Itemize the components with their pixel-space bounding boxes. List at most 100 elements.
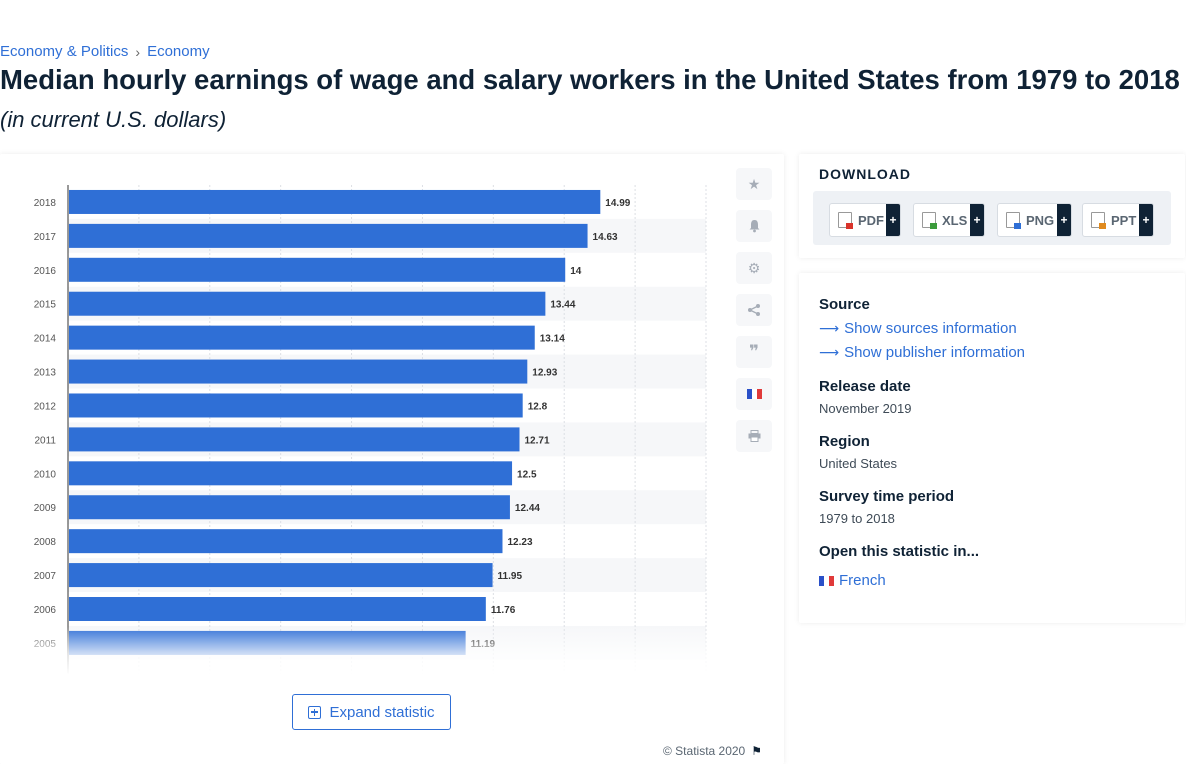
tick-label: 2017 xyxy=(34,232,57,243)
expand-statistic-button[interactable]: Expand statistic xyxy=(292,694,451,730)
flag-fr-icon xyxy=(746,389,762,399)
chart-toolbar: ★ ⚙ ❞ xyxy=(736,168,772,462)
bar xyxy=(69,563,493,588)
settings-button[interactable]: ⚙ xyxy=(736,252,772,284)
print-button[interactable] xyxy=(736,420,772,452)
breadcrumb-separator: › xyxy=(135,43,141,60)
bar xyxy=(69,597,486,621)
show-publisher-link[interactable]: ⟶ Show publisher information xyxy=(819,344,1025,361)
statistic-info-card: Source ⟶ Show sources information ⟶ Show… xyxy=(799,273,1185,623)
survey-period-value: 1979 to 2018 xyxy=(819,511,895,526)
breadcrumb: Economy & Politics › Economy xyxy=(0,43,210,60)
open-in-french-label: French xyxy=(839,572,886,589)
data-label: 11.95 xyxy=(498,571,523,582)
copyright-text: © Statista 2020 xyxy=(663,744,746,758)
show-sources-link[interactable]: ⟶ Show sources information xyxy=(819,320,1017,337)
bar xyxy=(69,495,510,520)
data-label: 12.23 xyxy=(507,537,532,548)
language-fr-button[interactable] xyxy=(736,378,772,410)
open-in-french-link[interactable]: French xyxy=(819,572,886,589)
data-label: 12.93 xyxy=(532,368,557,379)
download-title: DOWNLOAD xyxy=(819,166,911,182)
tick-label: 2005 xyxy=(34,639,57,650)
tick-label: 2016 xyxy=(34,266,57,277)
download-png-button[interactable]: PNG + xyxy=(997,203,1072,237)
report-flag-icon[interactable]: ⚑ xyxy=(751,744,762,758)
tick-label: 2009 xyxy=(34,503,57,514)
download-card: DOWNLOAD PDF + XLS + PNG + PPT + xyxy=(799,154,1185,258)
tick-label: 2014 xyxy=(34,334,57,345)
share-button[interactable] xyxy=(736,294,772,326)
data-label: 12.44 xyxy=(515,503,540,514)
download-pdf-button[interactable]: PDF + xyxy=(829,203,901,237)
tick-label: 2012 xyxy=(34,401,57,412)
arrow-right-icon: ⟶ xyxy=(819,320,840,336)
page-subtitle: (in current U.S. dollars) xyxy=(0,107,227,132)
download-bar: PDF + XLS + PNG + PPT + xyxy=(813,191,1171,245)
bar xyxy=(69,529,503,554)
favorite-button[interactable]: ★ xyxy=(736,168,772,200)
quote-icon: ❞ xyxy=(749,342,759,361)
xls-file-icon xyxy=(922,212,937,229)
arrow-right-icon: ⟶ xyxy=(819,344,840,360)
expand-statistic-label: Expand statistic xyxy=(329,703,435,721)
tick-label: 2013 xyxy=(34,368,57,379)
chart-card: 2018 14.99 2017 14.63 2016 14 2015 13.44 2014 13.… xyxy=(0,154,784,764)
show-publisher-label: Show publisher information xyxy=(844,344,1026,361)
plus-square-icon xyxy=(308,705,322,719)
open-statistic-heading: Open this statistic in... xyxy=(819,543,980,560)
flag-fr-icon xyxy=(819,575,834,586)
bar xyxy=(69,461,513,486)
release-date-heading: Release date xyxy=(819,378,911,395)
gear-icon: ⚙ xyxy=(747,259,761,276)
download-pdf-plus[interactable]: + xyxy=(886,204,900,236)
survey-period-heading: Survey time period xyxy=(819,488,955,505)
bar xyxy=(69,393,523,418)
download-png-label: PNG xyxy=(1026,212,1055,228)
breadcrumb-economy-politics[interactable]: Economy & Politics xyxy=(0,43,129,60)
download-png-plus[interactable]: + xyxy=(1057,204,1071,236)
data-label: 14.63 xyxy=(593,232,618,243)
page-title: Median hourly earnings of wage and salar… xyxy=(0,64,1180,95)
bar xyxy=(69,630,466,655)
data-label: 13.44 xyxy=(550,300,575,311)
bar xyxy=(69,189,601,214)
bar xyxy=(69,427,520,452)
data-label: 11.76 xyxy=(491,605,516,616)
download-xls-button[interactable]: XLS + xyxy=(913,203,985,237)
tick-label: 2010 xyxy=(34,469,57,480)
download-ppt-button[interactable]: PPT + xyxy=(1082,203,1154,237)
bell-icon xyxy=(749,220,759,233)
data-label: 14.99 xyxy=(605,198,630,209)
tick-label: 2008 xyxy=(34,537,57,548)
breadcrumb-economy[interactable]: Economy xyxy=(147,43,210,60)
download-ppt-plus[interactable]: + xyxy=(1139,204,1153,236)
png-file-icon xyxy=(1006,212,1021,229)
data-label: 12.71 xyxy=(524,435,549,446)
tick-label: 2011 xyxy=(34,435,56,446)
share-icon xyxy=(748,304,760,316)
download-pdf-label: PDF xyxy=(858,212,884,228)
download-xls-plus[interactable]: + xyxy=(970,204,984,236)
ppt-file-icon xyxy=(1091,212,1106,229)
tick-label: 2018 xyxy=(34,198,57,209)
data-label: 12.8 xyxy=(528,401,548,412)
bar-chart: 2018 14.99 2017 14.63 2016 14 2015 13.44 2014 13.… xyxy=(34,185,707,674)
tick-label: 2015 xyxy=(34,300,57,311)
bar xyxy=(69,291,546,316)
download-ppt-label: PPT xyxy=(1111,212,1137,228)
bar xyxy=(69,257,566,282)
data-label: 13.14 xyxy=(540,334,565,345)
region-value: United States xyxy=(819,456,898,471)
release-date-value: November 2019 xyxy=(819,401,912,416)
source-heading: Source xyxy=(819,296,870,313)
cite-button[interactable]: ❞ xyxy=(736,336,772,368)
show-sources-label: Show sources information xyxy=(844,320,1017,337)
bar xyxy=(69,325,535,350)
download-xls-label: XLS xyxy=(942,212,968,228)
data-label: 11.19 xyxy=(471,639,496,650)
notification-button[interactable] xyxy=(736,210,772,242)
data-label: 12.5 xyxy=(517,469,537,480)
region-heading: Region xyxy=(819,433,870,450)
copyright: © Statista 2020 ⚑ xyxy=(663,744,762,758)
